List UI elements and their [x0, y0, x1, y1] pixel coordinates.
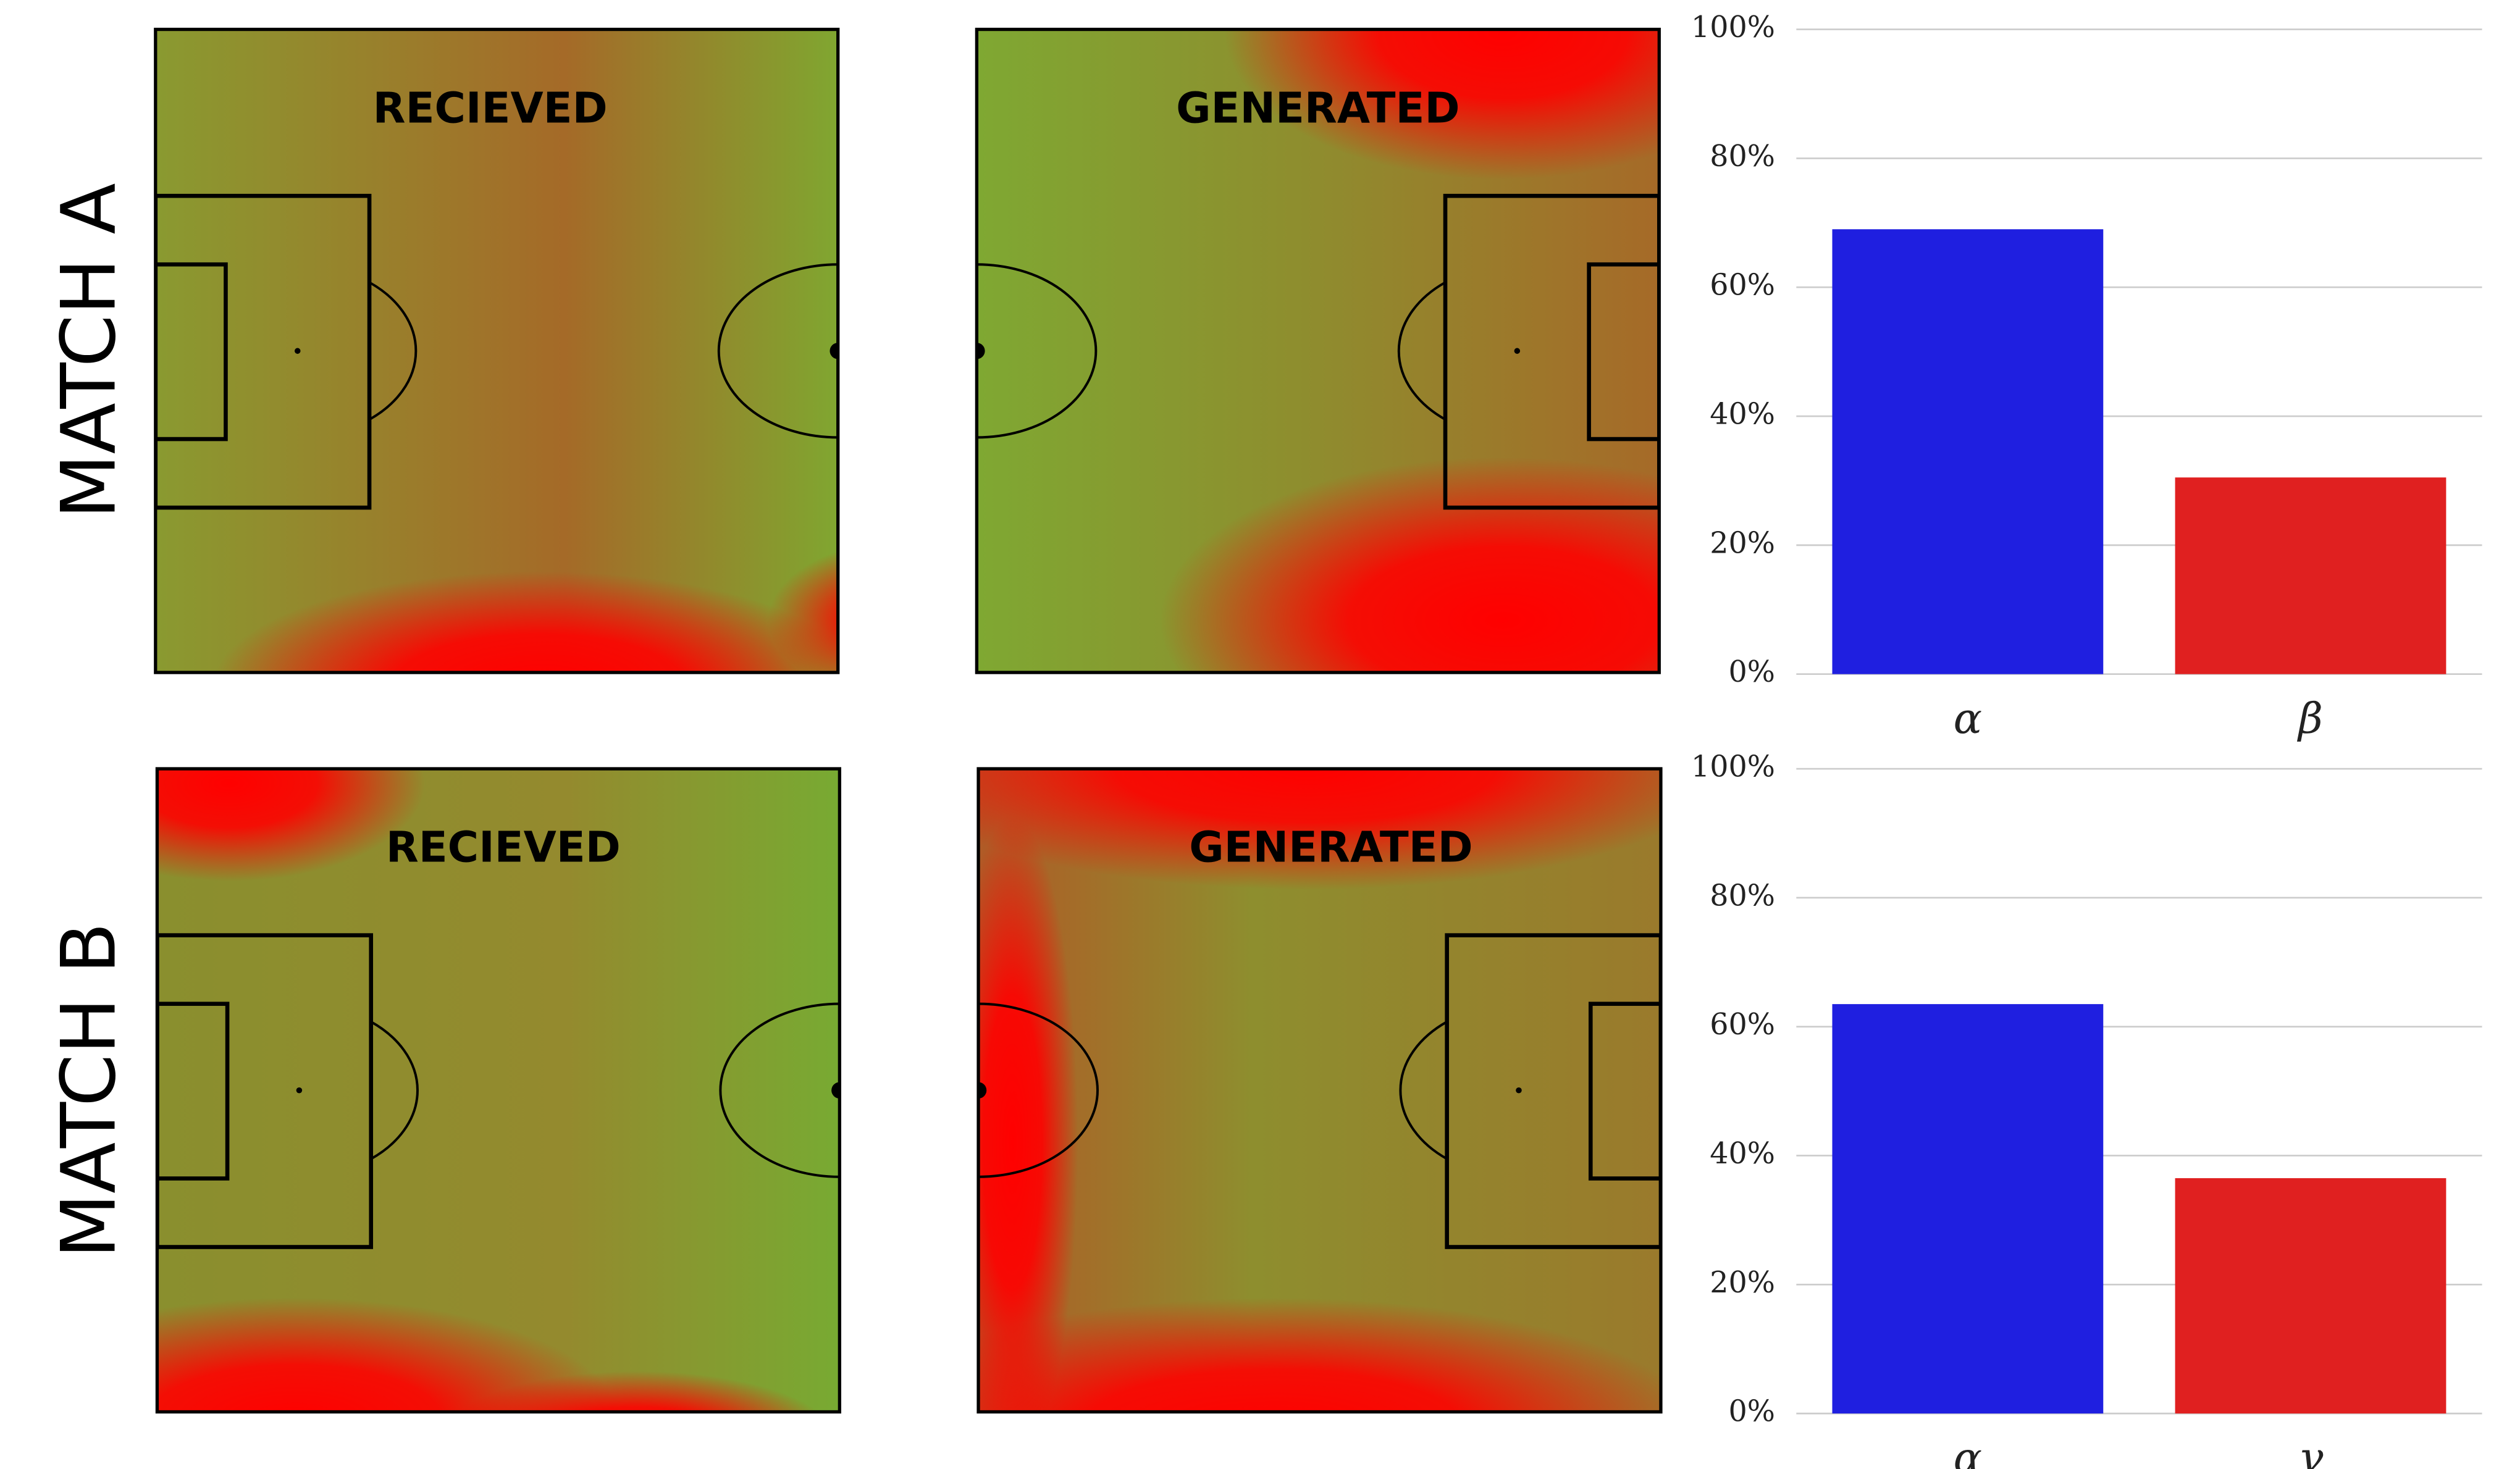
heatmap-pitch [976, 29, 1660, 673]
y-tick-label: 60% [1710, 269, 1775, 303]
heat-spot [978, 1297, 1661, 1412]
y-tick-label: 40% [1710, 398, 1775, 432]
penalty-arc [1397, 281, 1446, 421]
pitch-title: RECIEVED [386, 823, 621, 873]
heatmap-pitch [157, 769, 840, 1412]
six-yard-box [1587, 262, 1660, 442]
pitch-border [975, 27, 1661, 674]
heatmap-pitch [155, 29, 838, 673]
penalty-arc [369, 281, 418, 421]
y-tick-label: 0% [1728, 1395, 1774, 1429]
x-tick-label: α [1954, 694, 1982, 743]
center-circle [719, 1002, 840, 1178]
y-tick-label: 100% [1691, 10, 1775, 44]
bar [1832, 1004, 2104, 1414]
pitch-title: GENERATED [1176, 83, 1460, 133]
heat-spot [1159, 457, 1660, 673]
heat-spot [157, 769, 425, 882]
pitch-title: RECIEVED [373, 83, 608, 133]
center-circle [976, 263, 1098, 439]
heat-spot [768, 550, 838, 673]
six-yard-box [155, 262, 228, 442]
six-yard-box [1588, 1002, 1661, 1181]
row-label: MATCH A [45, 183, 133, 519]
bar [1832, 229, 2104, 674]
penalty-spot [1516, 1087, 1522, 1094]
pitch-border [976, 767, 1663, 1414]
y-tick-label: 0% [1728, 655, 1774, 689]
y-tick-label: 80% [1710, 140, 1775, 174]
heat-spot [978, 769, 1661, 890]
heatmap-pitch [978, 769, 1661, 1412]
pitch-border [155, 767, 841, 1414]
heat-spot [1225, 29, 1660, 180]
heat-spot [455, 1371, 819, 1412]
center-spot [830, 343, 838, 359]
penalty-spot [294, 348, 301, 354]
bar [2175, 477, 2446, 674]
heat-spot [157, 1297, 620, 1412]
y-tick-label: 80% [1710, 879, 1775, 913]
pitch-title: GENERATED [1189, 823, 1472, 873]
y-tick-label: 60% [1710, 1008, 1775, 1042]
heat-spot [214, 571, 838, 673]
x-tick-label: α [1954, 1433, 1982, 1469]
penalty-box [157, 933, 374, 1249]
penalty-spot [1514, 348, 1521, 354]
penalty-arc [370, 1020, 419, 1160]
y-tick-label: 40% [1710, 1137, 1775, 1171]
center-spot [978, 1082, 987, 1099]
center-spot [976, 343, 985, 359]
x-tick-label: γ [2298, 1433, 2324, 1469]
six-yard-box [157, 1002, 230, 1181]
bar [2175, 1178, 2446, 1414]
penalty-arc [1399, 1020, 1448, 1160]
y-tick-label: 100% [1691, 750, 1775, 784]
penalty-box [155, 193, 372, 510]
penalty-spot [296, 1087, 303, 1094]
center-circle [978, 1002, 1099, 1178]
pitch-background [155, 29, 838, 673]
pitch-border [154, 27, 840, 674]
center-spot [831, 1082, 840, 1099]
row-label: MATCH B [45, 923, 133, 1258]
penalty-box [1443, 193, 1660, 510]
penalty-box [1445, 933, 1661, 1249]
center-circle [717, 263, 838, 439]
heat-spot [978, 816, 1078, 1412]
y-tick-label: 20% [1710, 526, 1775, 560]
x-tick-label: β [2296, 694, 2323, 743]
y-tick-label: 20% [1710, 1266, 1775, 1300]
